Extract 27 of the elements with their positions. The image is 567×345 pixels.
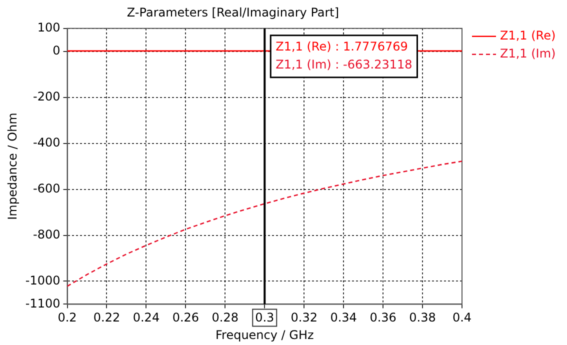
x-tick-label: 0.32: [290, 310, 318, 325]
x-tick-label: 0.28: [212, 310, 239, 325]
x-tick-label: 0.4: [452, 310, 472, 325]
y-tick-label: -600: [33, 181, 60, 196]
x-tick-label: 0.38: [409, 310, 436, 325]
y-tick-label: -800: [33, 227, 60, 242]
annotation: Z1,1 (Im) : -663.23118: [276, 58, 412, 72]
legend-label: Z1,1 (Re): [500, 28, 556, 43]
y-tick-label: 0: [52, 44, 60, 58]
x-tick-label: 0.22: [93, 310, 120, 325]
x-tick-label: 0.36: [370, 310, 396, 325]
y-tick-label: -1000: [25, 273, 60, 288]
y-tick-label: 100: [37, 20, 60, 35]
x-tick-label: 0.34: [330, 310, 357, 325]
annotation: Z1,1 (Re) : 1.7776769: [276, 40, 408, 54]
line-series: [67, 160, 462, 287]
y-tick-label: -1100: [25, 296, 60, 310]
chart-title: Z-Parameters [Real/Imaginary Part]: [126, 5, 340, 20]
x-axis-title: Frequency / GHz: [215, 328, 314, 342]
x-tick-label: 0.24: [132, 310, 160, 325]
y-axis-title: Impedance / Ohm: [5, 112, 20, 220]
legend-label: Z1,1 (Im): [500, 46, 556, 61]
x-tick-label: 0.2: [58, 310, 77, 325]
y-tick-label: -400: [33, 135, 60, 150]
x-tick-label: 0.26: [172, 310, 200, 325]
x-tick-label: 0.3: [255, 310, 274, 325]
y-tick-label: -200: [33, 89, 60, 104]
